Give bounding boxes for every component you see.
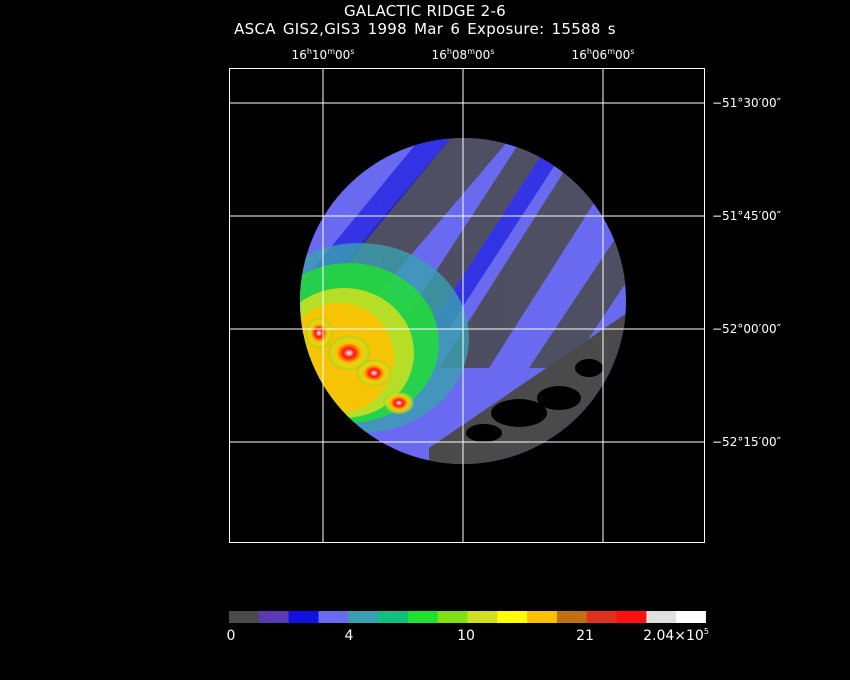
colorbar-swatch xyxy=(616,611,647,623)
colorbar-swatch xyxy=(318,611,349,623)
dec-tick-label: −51°30′00″ xyxy=(712,96,782,110)
colorbar-swatch xyxy=(378,611,409,623)
colorbar-swatch xyxy=(527,611,558,623)
colorbar-label: 2.04×105 xyxy=(643,627,709,644)
colorbar-swatch xyxy=(676,611,706,623)
coordinate-grid xyxy=(229,68,705,543)
colorbar-swatch xyxy=(407,611,439,623)
colorbar-label: 21 xyxy=(576,628,594,644)
colorbar-label: 10 xyxy=(457,628,475,644)
dec-tick-label: −52°00′00″ xyxy=(712,322,782,336)
colorbar-swatch xyxy=(646,611,677,623)
colorbar-swatch xyxy=(437,611,468,623)
field-of-view-disk xyxy=(300,138,626,464)
colorbar-swatch xyxy=(497,611,528,623)
colorbar-swatch xyxy=(586,611,618,623)
colorbar-label: 4 xyxy=(344,628,354,644)
colorbar-swatch xyxy=(467,611,498,623)
colorbar-swatch xyxy=(348,611,379,623)
dec-tick-label: −52°15′00″ xyxy=(712,435,782,449)
image-title: GALACTIC RIDGE 2-6 xyxy=(343,2,507,20)
ra-tick-label: 16h08m00s xyxy=(431,47,495,62)
colorbar-label: 0 xyxy=(226,628,236,644)
ra-tick-label: 16h06m00s xyxy=(571,47,635,62)
dec-tick-label: −51°45′00″ xyxy=(712,209,782,223)
colorbar-swatch xyxy=(229,611,260,623)
colorbar-swatch xyxy=(258,611,290,623)
image-subtitle: ASCA GIS2,GIS3 1998 Mar 6 Exposure: 1558… xyxy=(234,20,616,38)
ra-tick-label: 16h10m00s xyxy=(291,47,355,62)
xray-sky-image xyxy=(229,68,705,543)
colorbar-swatch xyxy=(288,611,319,623)
colorbar xyxy=(229,611,706,623)
colorbar-swatch xyxy=(556,611,588,623)
